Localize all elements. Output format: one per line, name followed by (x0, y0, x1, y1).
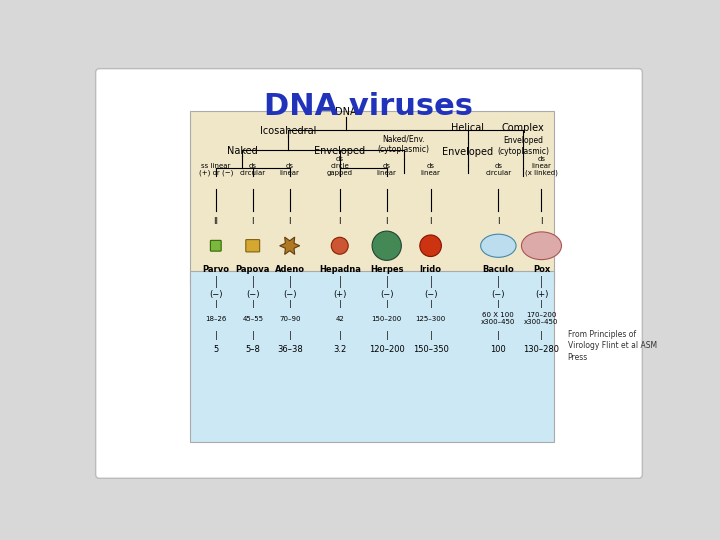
Text: (−): (−) (424, 290, 437, 299)
Text: 70–90: 70–90 (279, 316, 300, 322)
Text: Enveloped: Enveloped (314, 146, 365, 156)
Text: 36–38: 36–38 (276, 345, 302, 354)
Text: DNA: DNA (335, 107, 356, 117)
FancyBboxPatch shape (210, 240, 221, 251)
Text: ds
circular: ds circular (240, 164, 266, 177)
Text: From Principles of
Virology Flint et al ASM
Press: From Principles of Virology Flint et al … (567, 329, 657, 362)
Text: I: I (289, 217, 291, 226)
Text: DNA viruses: DNA viruses (264, 92, 474, 121)
FancyBboxPatch shape (96, 69, 642, 478)
Text: ds
circle
gapped: ds circle gapped (327, 157, 353, 177)
Text: I: I (429, 217, 432, 226)
Text: ds
linear
(x linked): ds linear (x linked) (525, 156, 558, 177)
Ellipse shape (372, 231, 401, 260)
Text: I: I (497, 217, 500, 226)
Text: 100: 100 (490, 345, 506, 354)
FancyBboxPatch shape (246, 240, 260, 252)
Text: Enveloped: Enveloped (442, 147, 493, 157)
Text: 150–350: 150–350 (413, 345, 449, 354)
Ellipse shape (521, 232, 562, 260)
Text: Hepadna: Hepadna (319, 265, 361, 274)
Text: 42: 42 (336, 316, 344, 322)
Text: ds
linear: ds linear (377, 164, 397, 177)
Text: Enveloped
(cytoplasmic): Enveloped (cytoplasmic) (497, 136, 549, 156)
Text: 3.2: 3.2 (333, 345, 346, 354)
Text: Helical: Helical (451, 123, 484, 133)
Text: Pox: Pox (533, 265, 550, 274)
Text: I: I (251, 217, 254, 226)
Text: (−): (−) (380, 290, 393, 299)
Text: II: II (213, 217, 218, 226)
Text: Complex: Complex (502, 123, 544, 133)
Text: (−): (−) (283, 290, 297, 299)
Text: 170–200
x300–450: 170–200 x300–450 (524, 313, 559, 326)
Text: Irido: Irido (420, 265, 441, 274)
Text: I: I (540, 217, 543, 226)
Ellipse shape (481, 234, 516, 257)
Text: Naked: Naked (227, 146, 257, 156)
Text: Adeno: Adeno (275, 265, 305, 274)
Text: ss linear
(+) or (−): ss linear (+) or (−) (199, 163, 233, 177)
Text: I: I (338, 217, 341, 226)
Text: 150–200: 150–200 (372, 316, 402, 322)
Text: Papova: Papova (235, 265, 270, 274)
Text: ds
linear: ds linear (420, 164, 441, 177)
Text: (+): (+) (333, 290, 346, 299)
FancyBboxPatch shape (190, 271, 554, 442)
Text: ds
circular: ds circular (485, 164, 511, 177)
Ellipse shape (420, 235, 441, 256)
Text: 130–280: 130–280 (523, 345, 559, 354)
Polygon shape (279, 237, 300, 254)
Text: 18–26: 18–26 (205, 316, 227, 322)
Text: Icosahedral: Icosahedral (260, 126, 316, 137)
Text: 45–55: 45–55 (242, 316, 264, 322)
Text: 125–300: 125–300 (415, 316, 446, 322)
Text: (−): (−) (492, 290, 505, 299)
Text: 60 X 100
x300–450: 60 X 100 x300–450 (481, 313, 516, 326)
Text: (−): (−) (246, 290, 259, 299)
Ellipse shape (331, 237, 348, 254)
Text: Baculo: Baculo (482, 265, 514, 274)
Text: Herpes: Herpes (370, 265, 403, 274)
Text: 5: 5 (213, 345, 218, 354)
Text: ds
linear: ds linear (280, 164, 300, 177)
Text: Parvo: Parvo (202, 265, 229, 274)
FancyBboxPatch shape (190, 111, 554, 284)
Text: 5–8: 5–8 (246, 345, 260, 354)
Text: 120–200: 120–200 (369, 345, 405, 354)
Text: (−): (−) (209, 290, 222, 299)
Text: I: I (385, 217, 388, 226)
Text: Naked/Env.
(cytoplasmic): Naked/Env. (cytoplasmic) (378, 134, 430, 154)
Text: (+): (+) (535, 290, 548, 299)
